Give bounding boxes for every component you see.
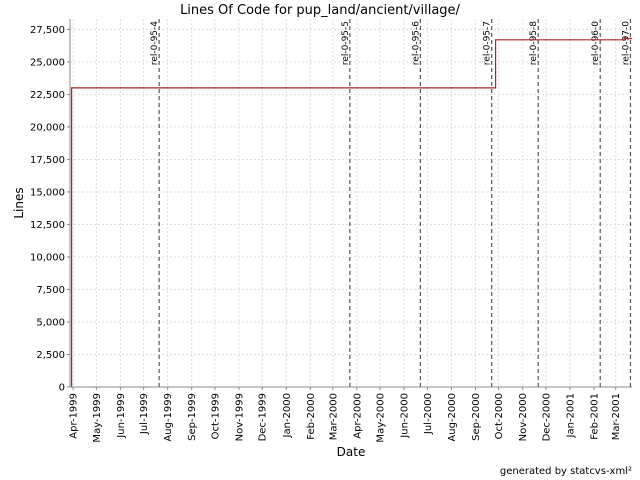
- x-tick-label: Sep-1999: [187, 393, 198, 441]
- release-label: rel-0-95-4: [150, 21, 160, 65]
- release-label: rel-0-96-0: [591, 21, 601, 65]
- y-tick-label: 10,000: [30, 252, 65, 263]
- footer-credit: generated by statcvs-xml²: [500, 466, 632, 477]
- x-tick-label: Jul-2000: [423, 393, 434, 435]
- x-tick-label: Dec-1999: [258, 393, 269, 441]
- x-tick-label: Jun-1999: [116, 393, 127, 439]
- release-label: rel-0-95-7: [483, 21, 493, 65]
- y-tick-label: 25,000: [30, 57, 65, 68]
- axes: [69, 19, 632, 388]
- x-tick-label: Mar-2000: [328, 393, 339, 440]
- x-tick-label: Apr-2000: [352, 393, 363, 439]
- release-label: rel-0-95-5: [341, 21, 351, 65]
- x-tick-label: Nov-1999: [234, 393, 245, 441]
- x-tick-label: Aug-2000: [447, 393, 458, 442]
- x-axis-label: Date: [337, 445, 366, 459]
- x-tick-label: Nov-2000: [518, 393, 529, 441]
- y-tick-label: 22,500: [30, 90, 65, 101]
- y-tick-label: 15,000: [30, 187, 65, 198]
- x-tick-label: Feb-2001: [590, 393, 601, 440]
- y-tick-label: 2,500: [36, 350, 65, 361]
- y-tick-label: 12,500: [30, 220, 65, 231]
- y-tick-label: 0: [59, 383, 65, 394]
- x-tick-label: Oct-2000: [494, 393, 505, 439]
- x-tick-label: Aug-1999: [163, 393, 174, 442]
- grid: [70, 19, 632, 388]
- x-tick-label: Jan-2001: [565, 393, 576, 438]
- x-tick-label: Jun-2000: [400, 393, 411, 439]
- release-markers: rel-0-95-4 rel-0-95-5 rel-0-95-6 rel-0-95-7…: [150, 19, 631, 387]
- x-tick-label: May-1999: [92, 393, 103, 443]
- y-tick-label: 20,000: [30, 122, 65, 133]
- x-tick-label: May-2000: [376, 393, 387, 443]
- x-tick-label: Mar-2001: [611, 393, 622, 440]
- x-tick-label: Feb-2000: [306, 393, 317, 440]
- y-axis-label: Lines: [12, 187, 26, 218]
- chart-title: Lines Of Code for pup_land/ancient/villa…: [180, 3, 460, 18]
- y-tick-label: 17,500: [30, 155, 65, 166]
- series-line: [70, 37, 632, 387]
- x-tick-label: Apr-1999: [69, 393, 80, 439]
- series: [70, 37, 632, 387]
- release-label: rel-0-95-6: [411, 21, 421, 65]
- y-tick-label: 7,500: [36, 285, 65, 296]
- x-tick-label: Sep-2000: [471, 393, 482, 441]
- y-ticks: 0 2,500 5,000 7,500 10,000 12,500 15,000 17,500…: [30, 25, 70, 394]
- x-tick-label: Dec-2000: [541, 393, 552, 441]
- y-tick-label: 5,000: [36, 317, 65, 328]
- x-ticks: Apr-1999 May-1999 Jun-1999 Jul-1999 Aug-1999…: [69, 387, 622, 443]
- release-label: rel-0-95-8: [529, 21, 539, 65]
- plot-area: [70, 19, 632, 387]
- y-tick-label: 27,500: [30, 25, 65, 36]
- release-label: rel-0-97-0: [621, 21, 631, 65]
- x-tick-label: Jan-2000: [282, 393, 293, 438]
- x-tick-label: Jul-1999: [139, 393, 150, 435]
- x-tick-label: Oct-1999: [210, 393, 221, 439]
